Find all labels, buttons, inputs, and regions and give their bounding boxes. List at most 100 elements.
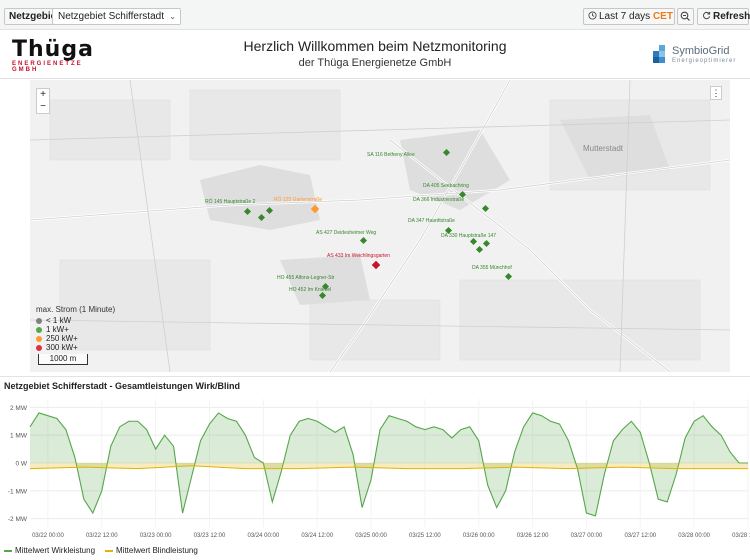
thuega-logo: Thüga ENERGIENETZE GMBH [12,37,112,74]
station-label: RÖ 145 Hauptstraße 2 [205,199,256,205]
x-tick-label: 03/23 12:00 [194,533,226,539]
series-area-wirkleistung [30,412,748,516]
station-marker [243,207,252,216]
station-marker [482,239,491,248]
station-label: SA 116 Betheny Allee [367,152,415,158]
thuega-logo-text: Thüga [12,37,94,62]
symbiogrid-logo: SymbioGrid Energieoptimierer [652,43,748,71]
thuega-logo-subtext: ENERGIENETZE GMBH [12,61,83,73]
station-marker [469,237,478,246]
legend-item-wirkleistung[interactable]: Mittelwert Wirkleistung [4,546,95,555]
y-tick-label: 2 MW [10,405,28,412]
station-label: DA 366 Industriestraße [413,197,465,203]
station-label: RÖ 125 Gartenstraße [274,197,323,203]
x-tick-label: 03/26 12:00 [517,533,549,539]
chevron-down-icon: ⌄ [169,12,176,21]
netzgebiet-select-value: Netzgebiet Schifferstadt [58,11,164,22]
x-tick-label: 03/23 00:00 [140,533,172,539]
map-zoom-in-button[interactable]: + [40,89,46,100]
x-tick-label: 03/27 00:00 [571,533,603,539]
chart-title: Netzgebiet Schifferstadt - Gesamtleistun… [4,381,240,391]
legend-item: < 1 kW [36,316,128,325]
x-tick-label: 03/26 00:00 [463,533,495,539]
station-marker [444,226,453,235]
time-range-picker[interactable]: Last 7 days CET ⌄ [583,8,682,25]
refresh-label: Refresh [713,11,750,22]
x-tick-label: 03/28 00:00 [678,533,710,539]
symbiogrid-logo-text: SymbioGrid [672,45,730,57]
timezone-label: CET [652,11,673,22]
y-tick-label: -1 MW [8,488,28,495]
legend-label: Mittelwert Blindleistung [116,546,198,555]
legend-item: 1 kW+ [36,325,128,334]
station-label: AS 427 Deidesheimer Weg [316,230,377,236]
map-legend: max. Strom (1 Minute) < 1 kW 1 kW+ 250 k… [36,305,128,357]
map-zoom-control: + − [36,88,50,114]
station-marker [265,206,274,215]
symbiogrid-logo-subtext: Energieoptimierer [672,58,737,64]
station-label: HO 452 Im Kniebel [289,287,332,293]
welcome-header-panel: Thüga ENERGIENETZE GMBH Herzlich Willkom… [0,31,750,79]
netzgebiet-select[interactable]: Netzgebiet Schifferstadt ⌄ [52,8,181,25]
station-marker [481,204,490,213]
power-chart[interactable]: 2 MW 1 MW 0 W -1 MW -2 MW 03/22 00:00 03/22 12… [0,377,750,545]
station-marker [257,213,266,222]
power-chart-panel: Netzgebiet Schifferstadt - Gesamtleistun… [0,376,750,560]
legend-item-blindleistung[interactable]: Mittelwert Blindleistung [105,546,198,555]
x-tick-label: 03/24 12:00 [301,533,333,539]
x-tick-label: 03/25 00:00 [355,533,387,539]
welcome-title: Herzlich Willkommen beim Netzmonitoring [243,38,507,54]
series-line-wirkleistung [29,412,748,517]
x-tick-label: 03/28 12:00 [732,533,750,539]
x-tick-label: 03/22 00:00 [32,533,64,539]
time-range-label: Last 7 days [599,11,651,22]
more-vertical-icon: ⋮ [711,88,721,98]
chart-legend: Mittelwert Wirkleistung Mittelwert Blind… [4,546,198,555]
legend-dot-icon [36,317,42,324]
x-tick-label: 03/25 12:00 [409,533,441,539]
y-tick-label: -2 MW [8,516,28,523]
refresh-icon [703,11,711,20]
station-marker [442,148,451,157]
station-marker [504,272,513,281]
station-label: DA 355 Münchhof [472,265,512,271]
refresh-button[interactable]: Refresh ⌄ [697,8,750,25]
station-label: DA 330 Hauptstraße 147 [441,233,497,239]
map-zoom-out-button[interactable]: − [40,101,46,112]
station-marker [310,204,320,214]
station-marker [318,291,327,300]
map-layer-menu-button[interactable]: ⋮ [710,86,722,100]
dashboard-toolbar: Netzgebiet Netzgebiet Schifferstadt ⌄ La… [0,0,750,30]
station-markers[interactable] [243,148,513,300]
legend-label: < 1 kW [46,316,72,325]
y-tick-label: 1 MW [10,433,28,440]
town-label: Mutterstadt [583,144,624,153]
map-scale-bar: 1000 m [38,354,88,365]
welcome-subtitle: der Thüga Energienetze GmbH [298,57,452,69]
station-label: DA 347 Haardtstraße [408,218,455,224]
station-label: DA 405 Seebachring [423,183,469,189]
legend-dot-icon [36,344,42,351]
station-label: HO 455 Alfons-Legner-Str [277,275,335,281]
station-marker [475,245,484,254]
symbiogrid-logo-icon [653,45,665,63]
station-marker [321,282,330,291]
zoom-out-button[interactable] [677,8,694,25]
legend-title: max. Strom (1 Minute) [36,305,116,314]
clock-icon [588,11,597,20]
y-tick-label: 0 W [15,461,27,468]
legend-label: Mittelwert Wirkleistung [15,546,96,555]
map-background [30,80,730,372]
station-map[interactable]: Mutterstadt SA 116 Betheny Allee DA 405 … [30,80,730,372]
series-color-icon [105,549,114,552]
station-label: AS 433 Im Weichlingsgarten [327,253,390,259]
legend-label: 300 kW+ [46,343,78,352]
legend-label: 250 kW+ [46,334,78,343]
series-line-blindleistung [29,465,748,470]
x-tick-label: 03/22 12:00 [86,533,118,539]
legend-label: 1 kW+ [46,325,69,334]
series-color-icon [4,549,12,552]
x-tick-label: 03/24 00:00 [247,533,279,539]
legend-item: 300 kW+ [36,343,128,352]
legend-dot-icon [36,335,42,342]
